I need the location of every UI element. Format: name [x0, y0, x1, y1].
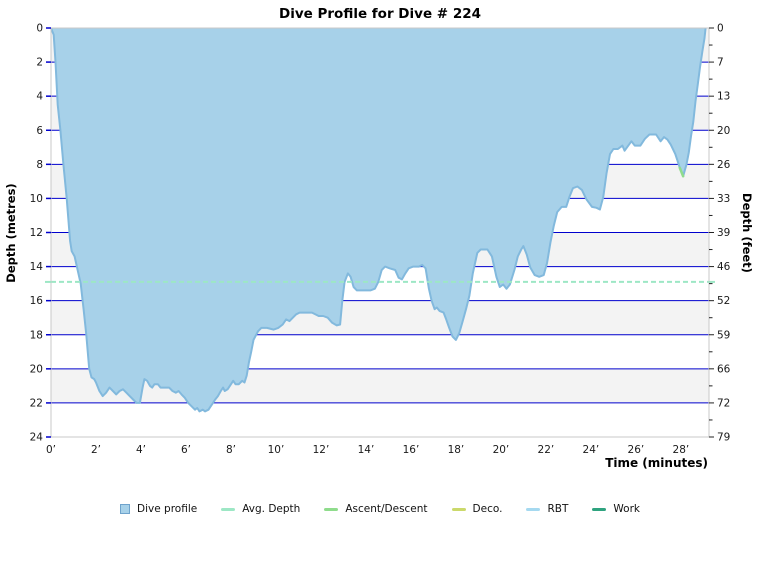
- legend-dash-marker: [526, 507, 541, 511]
- y-left-tick-label: 14: [30, 261, 44, 273]
- x-tick-label: 24’: [583, 444, 600, 456]
- y-left-tick-label: 16: [30, 295, 44, 307]
- legend-item-avg-depth: Avg. Depth: [221, 503, 300, 515]
- legend-dash-marker: [592, 507, 607, 511]
- chart-legend: Dive profile Avg. Depth Ascent/Descent Deco…: [0, 503, 760, 515]
- legend-label: Ascent/Descent: [345, 503, 428, 515]
- dive-profile-area-top: [51, 28, 706, 412]
- y-right-tick-label: 0: [717, 23, 724, 35]
- y-right-tick-label: 33: [717, 193, 730, 205]
- y-right-tick-label: 59: [717, 329, 730, 341]
- x-tick-label: 14’: [358, 444, 375, 456]
- x-tick-label: 16’: [403, 444, 420, 456]
- y-right-tick-label: 20: [717, 125, 730, 137]
- dive-profile-chart: 0246810121416182022240713202633394652596…: [30, 23, 731, 457]
- legend-label: RBT: [547, 503, 569, 515]
- x-axis-title: Time (minutes): [605, 456, 708, 470]
- y-left-tick-label: 2: [36, 57, 43, 69]
- x-tick-label: 26’: [628, 444, 645, 456]
- x-tick-label: 28’: [673, 444, 690, 456]
- ascent-descent-segment: [678, 166, 685, 178]
- y-left-tick-label: 4: [36, 91, 43, 103]
- x-tick-label: 18’: [448, 444, 465, 456]
- legend-item-work: Work: [592, 503, 640, 515]
- x-tick-label: 12’: [313, 444, 330, 456]
- legend-dash-marker: [451, 507, 466, 511]
- x-tick-label: 10’: [268, 444, 285, 456]
- legend-dash-marker: [221, 507, 236, 511]
- legend-dash-marker: [324, 507, 339, 511]
- x-tick-label: 0’: [46, 444, 56, 456]
- y-right-tick-label: 52: [717, 295, 730, 307]
- dive-profile-line: [50, 27, 707, 413]
- legend-square-marker: [120, 504, 131, 514]
- x-tick-label: 2’: [91, 444, 101, 456]
- y-left-tick-label: 0: [36, 23, 43, 35]
- y-right-tick-label: 66: [717, 363, 731, 375]
- legend-item-dive-profile: Dive profile: [120, 503, 197, 515]
- y-left-tick-label: 6: [36, 125, 43, 137]
- legend-item-deco: Deco.: [451, 503, 503, 515]
- legend-label: Dive profile: [137, 503, 198, 515]
- y-right-tick-label: 72: [717, 397, 730, 409]
- y-left-tick-label: 10: [30, 193, 43, 205]
- y-left-tick-label: 12: [30, 227, 43, 239]
- y-left-tick-label: 22: [30, 397, 43, 409]
- y-left-tick-label: 20: [30, 363, 43, 375]
- y-right-tick-label: 13: [717, 91, 730, 103]
- legend-label: Avg. Depth: [242, 503, 301, 515]
- y-right-tick-label: 7: [717, 57, 724, 69]
- y-right-tick-label: 46: [717, 261, 731, 273]
- y-left-tick-label: 24: [30, 432, 44, 444]
- y-right-tick-label: 79: [717, 432, 730, 444]
- y-right-tick-label: 39: [717, 227, 730, 239]
- y-left-tick-label: 8: [36, 159, 43, 171]
- legend-label: Work: [613, 503, 640, 515]
- x-tick-label: 8’: [226, 444, 236, 456]
- depth-band: [51, 402, 709, 437]
- x-tick-label: 22’: [538, 444, 555, 456]
- chart-title: Dive Profile for Dive # 224: [279, 6, 481, 22]
- y-left-tick-label: 18: [30, 329, 43, 341]
- x-tick-label: 4’: [136, 444, 146, 456]
- legend-item-ascent-descent: Ascent/Descent: [324, 503, 428, 515]
- y-right-tick-label: 26: [717, 159, 731, 171]
- x-tick-label: 20’: [493, 444, 510, 456]
- legend-item-rbt: RBT: [526, 503, 568, 515]
- x-tick-label: 6’: [181, 444, 191, 456]
- legend-label: Deco.: [472, 503, 503, 515]
